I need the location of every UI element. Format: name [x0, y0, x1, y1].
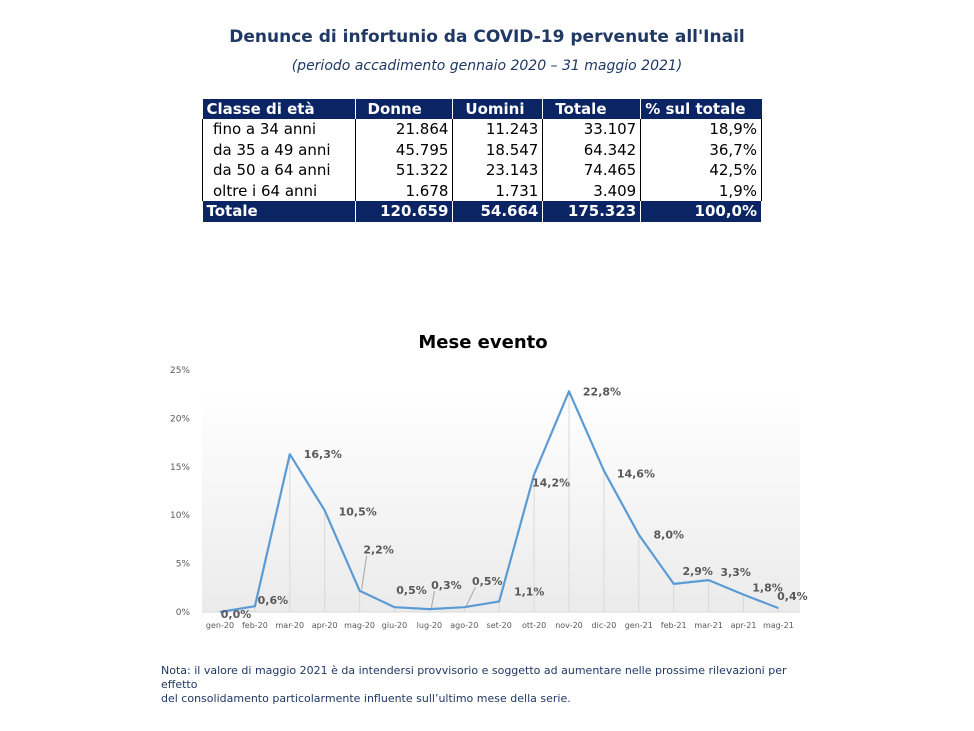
x-tick-label: ott-20: [522, 621, 546, 630]
footnote-line: Nota: il valore di maggio 2021 è da inte…: [161, 664, 787, 691]
column-header: % sul totale: [640, 99, 762, 119]
x-tick-label: mag-20: [344, 621, 375, 630]
total-cell: 33.107: [542, 119, 642, 140]
x-tick-label: mar-20: [276, 621, 305, 630]
women-cell: 1.678: [355, 180, 454, 201]
data-label: 0,4%: [777, 590, 808, 603]
line-chart: 0% 5% 10% 15% 20% 25% gen-20 feb-20 mar-20 apr-2…: [170, 366, 808, 630]
total-cell: 74.465: [542, 160, 642, 181]
y-axis: 0% 5% 10% 15% 20% 25%: [170, 366, 190, 618]
data-label: 2,9%: [682, 565, 713, 578]
column-header: Totale: [542, 99, 642, 119]
data-label: 16,3%: [304, 448, 342, 461]
label-leader-line: [465, 586, 476, 607]
label-leader-line: [430, 591, 435, 609]
x-tick-label: giu-20: [382, 621, 407, 630]
x-tick-label: ago-20: [450, 621, 478, 630]
men-cell: 1.731: [452, 180, 544, 201]
men-cell: 11.243: [452, 119, 544, 140]
x-tick-label: dic-20: [592, 621, 617, 630]
y-tick-label: 25%: [170, 366, 190, 376]
data-label: 1,1%: [514, 585, 545, 598]
page-subtitle: (periodo accadimento gennaio 2020 – 31 m…: [291, 58, 683, 74]
label-leader-lines: [361, 555, 476, 609]
table-row: fino a 34 anni 21.864 11.243 33.107 18,9…: [202, 119, 762, 140]
x-tick-label: mag-21: [763, 621, 794, 630]
x-tick-label: feb-21: [661, 621, 687, 630]
data-label: 8,0%: [654, 529, 685, 542]
x-tick-label: apr-20: [312, 621, 338, 630]
plot-area: [202, 390, 800, 612]
column-header: Classe di età: [202, 99, 356, 119]
age-class-cell: da 35 a 49 anni: [202, 139, 356, 160]
percent-cell: 36,7%: [640, 139, 762, 160]
y-tick-label: 15%: [170, 463, 190, 473]
data-label: 14,6%: [617, 468, 655, 481]
y-tick-label: 10%: [170, 511, 190, 521]
chart-title: Mese evento: [418, 332, 548, 353]
grand-total-cell: 175.323: [542, 201, 642, 222]
table-row: da 50 a 64 anni 51.322 23.143 74.465 42,…: [202, 160, 762, 181]
women-total-cell: 120.659: [355, 201, 454, 222]
series-line: [219, 390, 779, 614]
y-tick-label: 0%: [176, 608, 191, 618]
data-label: 2,2%: [363, 544, 394, 557]
footnote: Nota: il valore di maggio 2021 è da inte…: [161, 664, 821, 706]
data-label: 1,8%: [752, 582, 783, 595]
percent-cell: 42,5%: [640, 160, 762, 181]
y-tick-label: 5%: [176, 560, 191, 570]
data-label: 14,2%: [532, 477, 570, 490]
data-label: 22,8%: [583, 385, 621, 398]
column-header: Donne: [355, 99, 454, 119]
data-label: 0,6%: [258, 594, 289, 607]
x-tick-label: feb-20: [242, 621, 268, 630]
data-label: 0,5%: [472, 575, 503, 588]
data-label: 0,5%: [396, 584, 427, 597]
data-label: 3,3%: [720, 566, 751, 579]
age-class-cell: oltre i 64 anni: [202, 180, 356, 201]
label-leader-line: [361, 555, 368, 590]
women-cell: 51.322: [355, 160, 454, 181]
x-tick-label: mar-21: [694, 621, 723, 630]
age-class-table: Classe di età Donne Uomini Totale % sul …: [202, 99, 762, 222]
page-title: Denunce di infortunio da COVID-19 perven…: [229, 27, 745, 47]
x-tick-label: lug-20: [417, 621, 442, 630]
men-cell: 18.547: [452, 139, 544, 160]
column-header: Uomini: [452, 99, 544, 119]
table-row: da 35 a 49 anni 45.795 18.547 64.342 36,…: [202, 139, 762, 160]
percent-cell: 18,9%: [640, 119, 762, 140]
percent-total-cell: 100,0%: [640, 201, 762, 222]
table-row: oltre i 64 anni 1.678 1.731 3.409 1,9%: [202, 180, 762, 201]
men-total-cell: 54.664: [452, 201, 544, 222]
age-class-cell: fino a 34 anni: [202, 119, 356, 140]
footnote-line: del consolidamento particolarmente influ…: [161, 692, 571, 705]
data-label: 0,3%: [431, 579, 462, 592]
total-cell: 3.409: [542, 180, 642, 201]
age-class-cell: da 50 a 64 anni: [202, 160, 356, 181]
x-axis: gen-20 feb-20 mar-20 apr-20 mag-20 giu-20 lug-…: [206, 621, 794, 630]
x-tick-label: gen-20: [206, 621, 234, 630]
data-label: 10,5%: [339, 505, 377, 518]
table-total-row: Totale 120.659 54.664 175.323 100,0%: [202, 201, 762, 222]
x-tick-label: nov-20: [555, 621, 583, 630]
data-labels: 0,0% 0,6% 16,3% 10,5% 2,2% 0,5% 0,3% 0,5% 1,1% 14…: [221, 385, 808, 621]
y-tick-label: 20%: [170, 414, 190, 424]
table-header-row: Classe di età Donne Uomini Totale % sul …: [202, 99, 762, 119]
women-cell: 45.795: [355, 139, 454, 160]
data-label: 0,0%: [221, 608, 252, 621]
x-tick-label: apr-21: [731, 621, 757, 630]
drop-lines: [254, 391, 779, 612]
women-cell: 21.864: [355, 119, 454, 140]
percent-cell: 1,9%: [640, 180, 762, 201]
total-cell: 64.342: [542, 139, 642, 160]
men-cell: 23.143: [452, 160, 544, 181]
x-tick-label: gen-21: [625, 621, 653, 630]
x-tick-label: set-20: [487, 621, 512, 630]
total-label-cell: Totale: [202, 201, 356, 222]
